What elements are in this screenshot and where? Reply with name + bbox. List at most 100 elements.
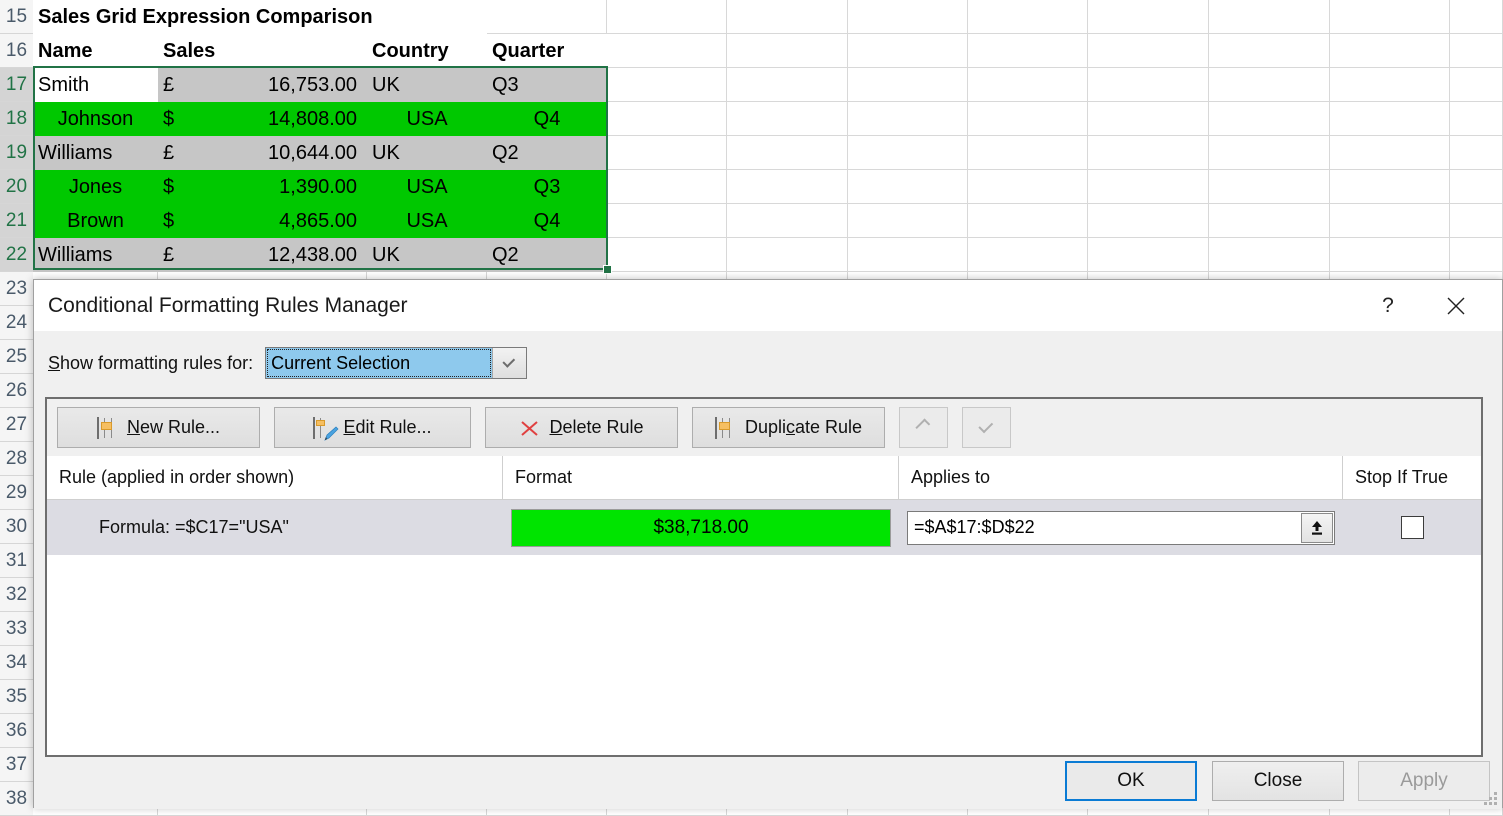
row-header-25[interactable]: 25 [0,340,33,374]
grid-cell[interactable] [968,136,1088,170]
resize-grip[interactable] [1484,792,1498,806]
apply-button[interactable]: Apply [1358,761,1490,801]
row-header-24[interactable]: 24 [0,306,33,340]
row-header-17[interactable]: 17 [0,68,33,102]
grid-cell[interactable] [968,170,1088,204]
row-header-18[interactable]: 18 [0,102,33,136]
grid-cell[interactable] [1450,0,1503,34]
duplicate-rule-button[interactable]: Duplicate Rule [692,407,885,448]
grid-cell[interactable] [848,204,968,238]
ok-button[interactable]: OK [1065,761,1197,801]
column-header-quarter[interactable]: Quarter [487,34,607,68]
applies-to-input[interactable]: =$A$17:$D$22 [907,510,1335,545]
cell-quarter[interactable]: Q2 [487,136,607,170]
move-rule-up-button[interactable] [899,407,948,448]
grid-cell[interactable] [848,238,968,272]
grid-cell[interactable] [1450,238,1503,272]
grid-cell[interactable] [1330,136,1450,170]
fill-handle[interactable] [603,265,612,274]
column-header-sales[interactable]: Sales [158,34,367,68]
grid-cell[interactable] [1088,68,1209,102]
grid-cell[interactable] [1330,170,1450,204]
grid-cell[interactable] [1330,238,1450,272]
edit-rule-button[interactable]: Edit Rule... [274,407,471,448]
row-header-38[interactable]: 38 [0,782,33,816]
grid-cell[interactable] [968,68,1088,102]
close-button[interactable]: Close [1212,761,1344,801]
grid-cell[interactable] [968,238,1088,272]
grid-cell[interactable] [1088,170,1209,204]
cell-quarter[interactable]: Q4 [487,102,607,136]
grid-cell[interactable] [1088,102,1209,136]
cell-quarter[interactable]: Q3 [487,170,607,204]
grid-cell[interactable] [727,34,848,68]
grid-cell[interactable] [727,238,848,272]
grid-cell[interactable] [848,170,968,204]
grid-cell[interactable] [968,0,1088,34]
grid-cell[interactable] [1209,0,1330,34]
grid-cell[interactable] [1088,204,1209,238]
applies-to-value[interactable]: =$A$17:$D$22 [914,517,1035,537]
row-header-16[interactable]: 16 [0,34,33,68]
row-header-15[interactable]: 15 [0,0,33,34]
cell-currency[interactable]: $ [158,102,200,136]
delete-rule-button[interactable]: Delete Rule [485,407,678,448]
cell-sales[interactable]: 12,438.00 [200,238,367,272]
grid-cell[interactable] [1450,136,1503,170]
grid-cell[interactable] [848,0,968,34]
row-header-31[interactable]: 31 [0,544,33,578]
row-header-27[interactable]: 27 [0,408,33,442]
row-header-19[interactable]: 19 [0,136,33,170]
grid-cell[interactable] [607,136,727,170]
grid-cell[interactable] [1088,34,1209,68]
grid-cell[interactable] [1209,68,1330,102]
grid-cell[interactable] [1450,68,1503,102]
stop-if-true-cell[interactable] [1343,500,1481,555]
new-rule-button[interactable]: New Rule... [57,407,260,448]
row-header-33[interactable]: 33 [0,612,33,646]
grid-cell[interactable] [607,170,727,204]
grid-cell[interactable] [848,34,968,68]
row-header-34[interactable]: 34 [0,646,33,680]
show-formatting-rules-select[interactable]: Current Selection [265,347,528,379]
cell-currency[interactable]: $ [158,204,200,238]
rules-list-body[interactable]: Formula: =$C17="USA" $38,718.00 =$A$17:$… [47,500,1481,755]
grid-cell[interactable] [1450,204,1503,238]
show-formatting-rules-value[interactable]: Current Selection [266,348,493,378]
grid-cell[interactable] [1209,238,1330,272]
grid-cell[interactable] [1088,238,1209,272]
cell-sales[interactable]: 4,865.00 [200,204,367,238]
cell-currency[interactable]: $ [158,170,200,204]
row-header-30[interactable]: 30 [0,510,33,544]
grid-cell[interactable] [1088,136,1209,170]
grid-cell[interactable] [727,68,848,102]
cell-country[interactable]: USA [367,102,487,136]
row-header-22[interactable]: 22 [0,238,33,272]
format-cell[interactable]: $38,718.00 [503,500,899,555]
grid-cell[interactable] [487,0,607,34]
grid-cell[interactable] [1330,102,1450,136]
cell-quarter[interactable]: Q3 [487,68,607,102]
grid-cell[interactable] [968,34,1088,68]
stop-if-true-checkbox[interactable] [1400,516,1424,539]
grid-cell[interactable] [848,68,968,102]
close-icon[interactable] [1434,288,1478,324]
grid-cell[interactable] [607,204,727,238]
grid-cell[interactable] [607,102,727,136]
grid-cell[interactable] [727,0,848,34]
row-header-36[interactable]: 36 [0,714,33,748]
cell-sales[interactable]: 16,753.00 [200,68,367,102]
column-header-name[interactable]: Name [33,34,158,68]
cell-name[interactable]: Brown [33,204,158,238]
cell-quarter[interactable]: Q4 [487,204,607,238]
grid-cell[interactable] [1209,170,1330,204]
row-header-29[interactable]: 29 [0,476,33,510]
grid-cell[interactable] [607,238,727,272]
grid-cell[interactable] [1330,68,1450,102]
grid-cell[interactable] [1209,34,1330,68]
grid-cell[interactable] [607,0,727,34]
grid-cell[interactable] [968,204,1088,238]
grid-cell[interactable] [848,136,968,170]
grid-cell[interactable] [727,102,848,136]
cell-name[interactable]: Williams [33,238,158,272]
